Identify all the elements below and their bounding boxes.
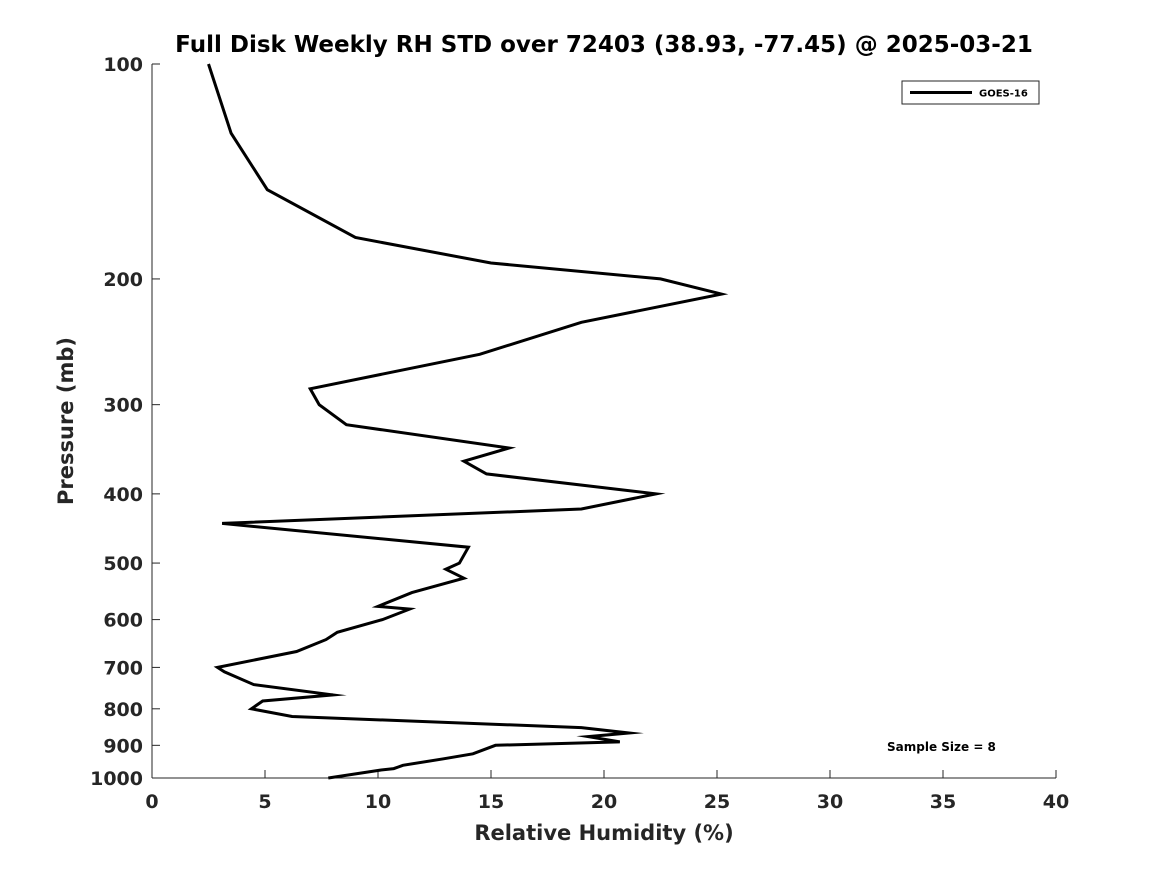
- x-tick-label: 25: [704, 791, 730, 813]
- series-line-goes-16: [207, 63, 729, 780]
- x-ticks: 0 5 10 15 20 25 30 35 40: [145, 770, 1069, 813]
- x-tick-label: 40: [1043, 791, 1069, 813]
- x-tick-label: 10: [365, 791, 391, 813]
- y-tick-label: 400: [103, 484, 143, 506]
- x-tick-label: 30: [817, 791, 843, 813]
- y-tick-label: 300: [103, 395, 143, 417]
- legend: GOES-16: [901, 80, 1040, 105]
- y-tick-label: 700: [103, 657, 143, 679]
- y-tick-label: 600: [103, 610, 143, 632]
- y-ticks: 100 200 300 400 500 600 700 800 900 1000: [90, 54, 160, 790]
- x-tick-label: 20: [591, 791, 617, 813]
- x-tick-label: 35: [930, 791, 956, 813]
- y-axis-label: Pressure (mb): [54, 337, 78, 505]
- x-tick-label: 15: [478, 791, 504, 813]
- y-tick-label: 200: [103, 269, 143, 291]
- y-tick-label: 1000: [90, 768, 143, 790]
- chart-title: Full Disk Weekly RH STD over 72403 (38.9…: [175, 32, 1033, 58]
- y-tick-label: 100: [103, 54, 143, 76]
- y-tick-label: 900: [103, 735, 143, 757]
- x-tick-label: 5: [258, 791, 271, 813]
- sample-size-annotation: Sample Size = 8: [887, 740, 996, 754]
- legend-label-goes-16: GOES-16: [979, 89, 1028, 100]
- series-group: [207, 63, 729, 780]
- y-tick-label: 500: [103, 553, 143, 575]
- axes: [151, 64, 1056, 779]
- x-axis-label: Relative Humidity (%): [474, 821, 733, 845]
- y-tick-label: 800: [103, 699, 143, 721]
- x-tick-label: 0: [145, 791, 158, 813]
